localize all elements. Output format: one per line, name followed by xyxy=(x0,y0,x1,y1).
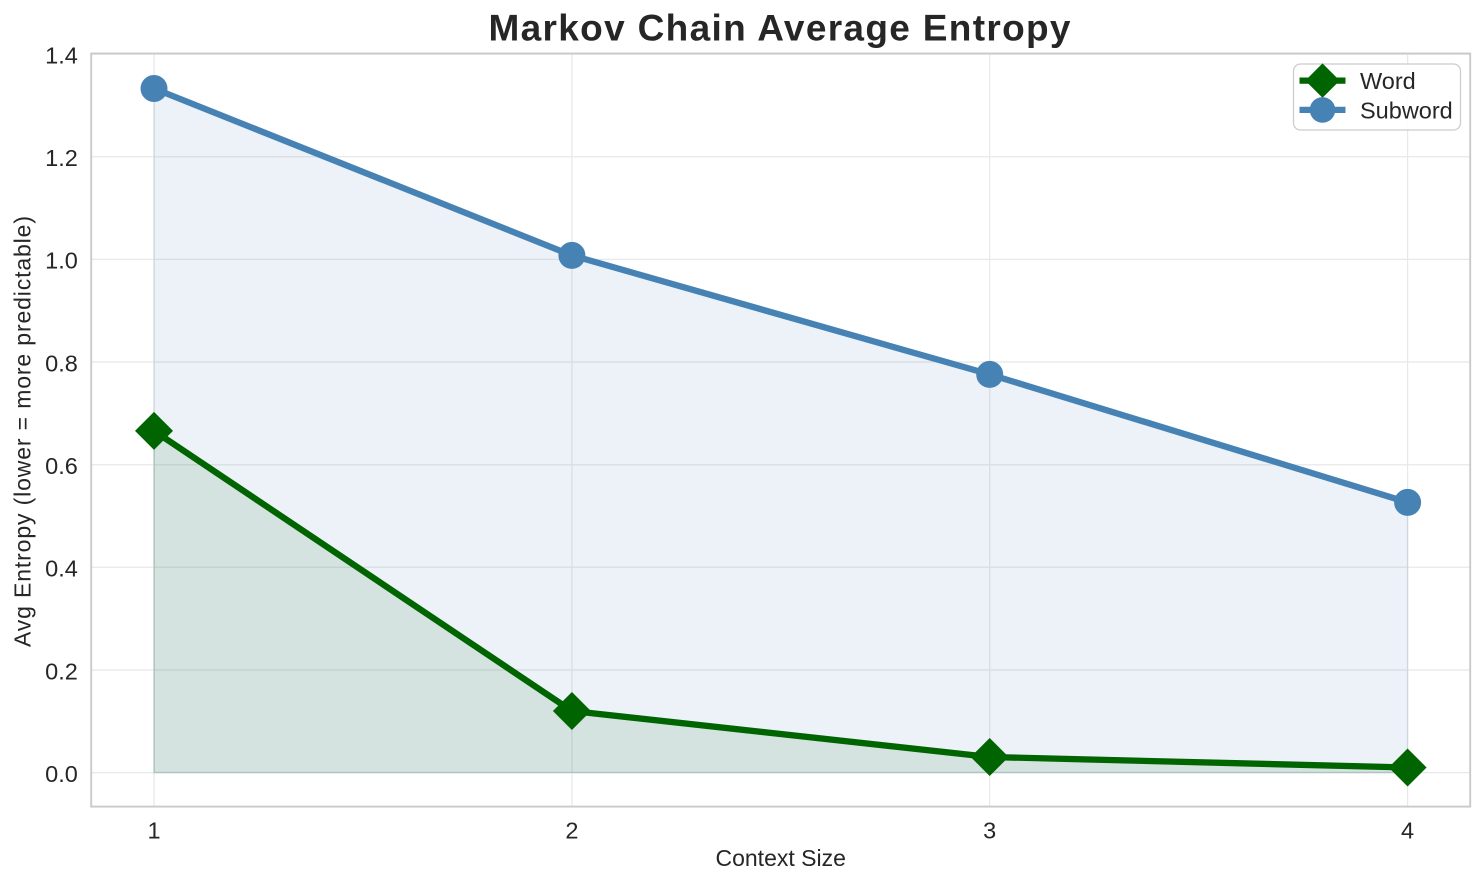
svg-text:Word: Word xyxy=(1360,68,1416,94)
svg-text:Subword: Subword xyxy=(1360,97,1453,123)
svg-text:Avg Entropy (lower = more pred: Avg Entropy (lower = more predictable) xyxy=(10,216,36,647)
svg-text:1.4: 1.4 xyxy=(45,42,78,68)
svg-text:1: 1 xyxy=(147,818,160,844)
svg-text:0.6: 0.6 xyxy=(45,453,78,479)
svg-text:3: 3 xyxy=(983,818,996,844)
svg-text:1.2: 1.2 xyxy=(45,145,78,171)
svg-text:Markov Chain Average Entropy: Markov Chain Average Entropy xyxy=(489,8,1071,49)
svg-text:4: 4 xyxy=(1401,818,1414,844)
svg-text:0.0: 0.0 xyxy=(45,761,78,787)
svg-text:Context Size: Context Size xyxy=(715,845,845,871)
svg-text:2: 2 xyxy=(565,818,578,844)
svg-text:1.0: 1.0 xyxy=(45,248,78,274)
svg-text:0.2: 0.2 xyxy=(45,658,78,684)
svg-text:0.8: 0.8 xyxy=(45,350,78,376)
svg-text:0.4: 0.4 xyxy=(45,556,78,582)
